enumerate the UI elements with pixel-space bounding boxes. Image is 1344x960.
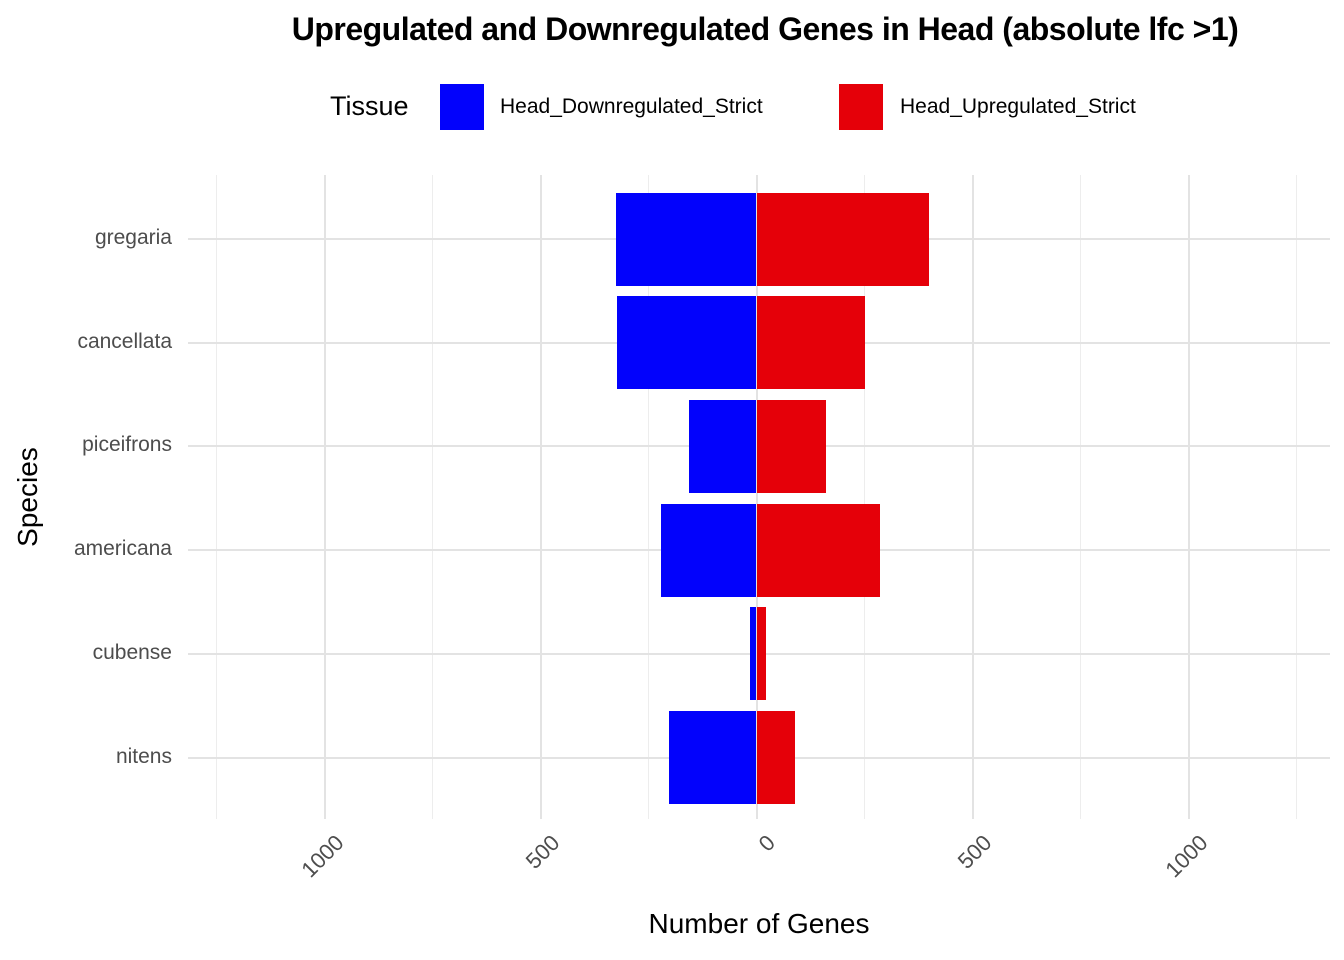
chart-title: Upregulated and Downregulated Genes in H… [291,11,1239,47]
legend-swatch-downregulated [440,84,484,130]
y-tick-label-piceifrons: piceifrons [82,433,172,457]
x-tick-label: 0 [753,830,781,857]
bar-upregulated-nitens [756,711,796,804]
bar-downregulated-piceifrons [689,399,757,493]
legend-label-upregulated: Head_Upregulated_Strict [900,95,1136,118]
plot-panel [188,175,1330,819]
y-tick-label-nitens: nitens [115,744,172,768]
bar-downregulated-cancellata [617,296,757,390]
bar-upregulated-americana [756,503,881,597]
bar-downregulated-nitens [669,711,757,804]
bar-upregulated-gregaria [756,192,929,286]
gridline-vertical-minor [1295,175,1298,819]
gridline-vertical-minor [1079,175,1082,819]
gridline-vertical-major [755,175,758,819]
bar-downregulated-gregaria [616,192,757,286]
y-tick-label-gregaria: gregaria [94,226,172,249]
bar-downregulated-cubense [750,607,757,701]
gridline-vertical-minor [863,175,866,819]
y-tick-label-cancellata: cancellata [77,329,172,353]
bar-upregulated-cancellata [756,296,865,390]
y-tick-label-cubense: cubense [92,640,172,664]
y-axis-title: Species [12,447,43,547]
bar-upregulated-piceifrons [756,399,827,493]
x-tick-label: 500 [520,830,565,874]
gridline-vertical-major [971,175,974,819]
gridline-vertical-minor [647,175,650,819]
bar-upregulated-cubense [756,607,766,701]
x-tick-label: 500 [952,830,997,874]
bar-downregulated-americana [661,503,757,597]
gridline-vertical-minor [215,175,218,819]
x-tick-label: 1000 [295,830,349,883]
gridline-vertical-major [323,175,326,819]
legend: Tissue Head_Downregulated_Strict Head_Up… [0,82,1344,134]
gridline-vertical-major [1187,175,1190,819]
x-axis-title: Number of Genes [648,908,870,939]
y-tick-label-americana: americana [73,537,172,561]
gridline-vertical-major [539,175,542,819]
x-tick-label: 1000 [1159,830,1213,883]
gridline-vertical-minor [431,175,434,819]
legend-label-downregulated: Head_Downregulated_Strict [500,95,763,118]
legend-title: Tissue [330,91,409,121]
legend-swatch-upregulated [839,84,883,130]
